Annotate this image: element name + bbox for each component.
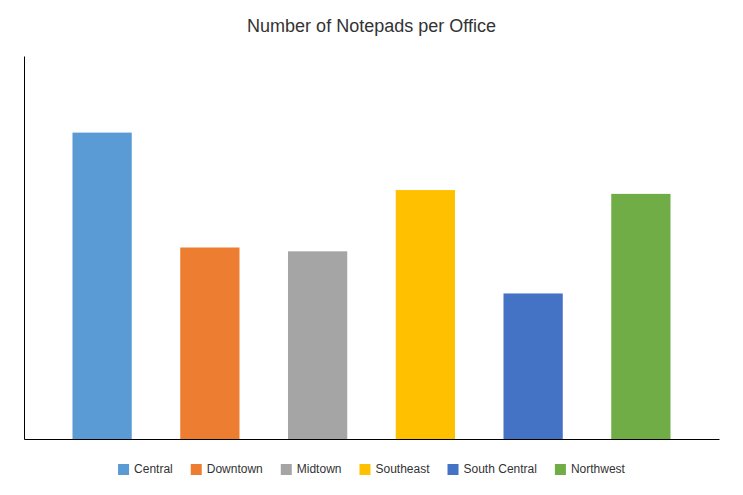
bar [396,190,455,439]
legend-item: South Central [448,462,537,476]
bar [611,194,670,439]
legend-swatch [448,464,459,475]
chart: Number of Notepads per Office Central Down… [0,0,743,495]
x-axis [25,439,720,440]
bar [72,133,131,439]
legend-swatch [118,464,129,475]
legend-item: Downtown [191,462,263,476]
y-axis-line [24,57,25,440]
legend-swatch [281,464,292,475]
bars [72,133,670,439]
legend-label: Central [134,462,173,476]
bar [180,248,239,440]
plot [25,57,720,440]
legend-label: Downtown [207,462,263,476]
y-axis [24,57,25,440]
legend-item: Southeast [359,462,430,476]
legend: Central Downtown Midtown Southeast South Cen… [118,462,626,476]
legend-swatch [359,464,370,475]
legend-item: Northwest [555,462,626,476]
legend-swatch [191,464,202,475]
x-axis-line [25,439,720,440]
legend-label: Northwest [571,462,626,476]
legend-item: Midtown [281,462,342,476]
bar [288,251,347,439]
legend-item: Central [118,462,173,476]
legend-label: South Central [464,462,537,476]
legend-label: Midtown [297,462,342,476]
legend-label: Southeast [375,462,430,476]
title: Number of Notepads per Office [247,16,496,36]
bar [503,293,562,439]
legend-swatch [555,464,566,475]
